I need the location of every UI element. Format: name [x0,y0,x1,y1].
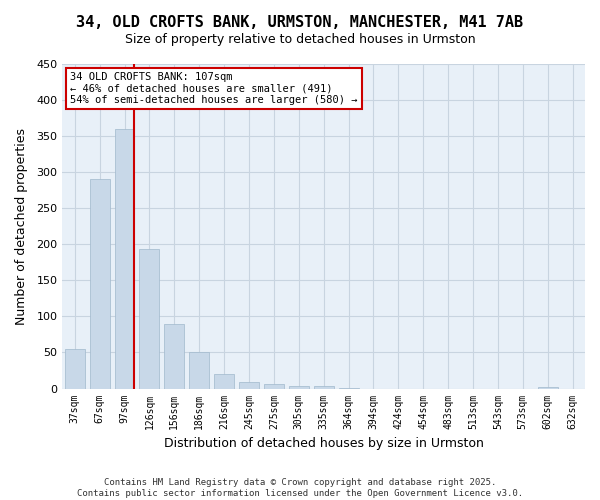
Text: Size of property relative to detached houses in Urmston: Size of property relative to detached ho… [125,32,475,46]
Bar [264,384,284,388]
X-axis label: Distribution of detached houses by size in Urmston: Distribution of detached houses by size … [164,437,484,450]
Bar [538,387,557,388]
Y-axis label: Number of detached properties: Number of detached properties [15,128,28,325]
Bar [115,129,134,388]
Bar [164,324,184,388]
Bar [239,382,259,388]
Bar [289,386,309,388]
Bar [189,352,209,388]
Text: 34, OLD CROFTS BANK, URMSTON, MANCHESTER, M41 7AB: 34, OLD CROFTS BANK, URMSTON, MANCHESTER… [76,15,524,30]
Bar [65,349,85,389]
Bar [314,386,334,388]
Bar [139,250,160,388]
Bar [214,374,234,388]
Bar [89,180,110,388]
Text: 34 OLD CROFTS BANK: 107sqm
← 46% of detached houses are smaller (491)
54% of sem: 34 OLD CROFTS BANK: 107sqm ← 46% of deta… [70,72,358,106]
Text: Contains HM Land Registry data © Crown copyright and database right 2025.
Contai: Contains HM Land Registry data © Crown c… [77,478,523,498]
